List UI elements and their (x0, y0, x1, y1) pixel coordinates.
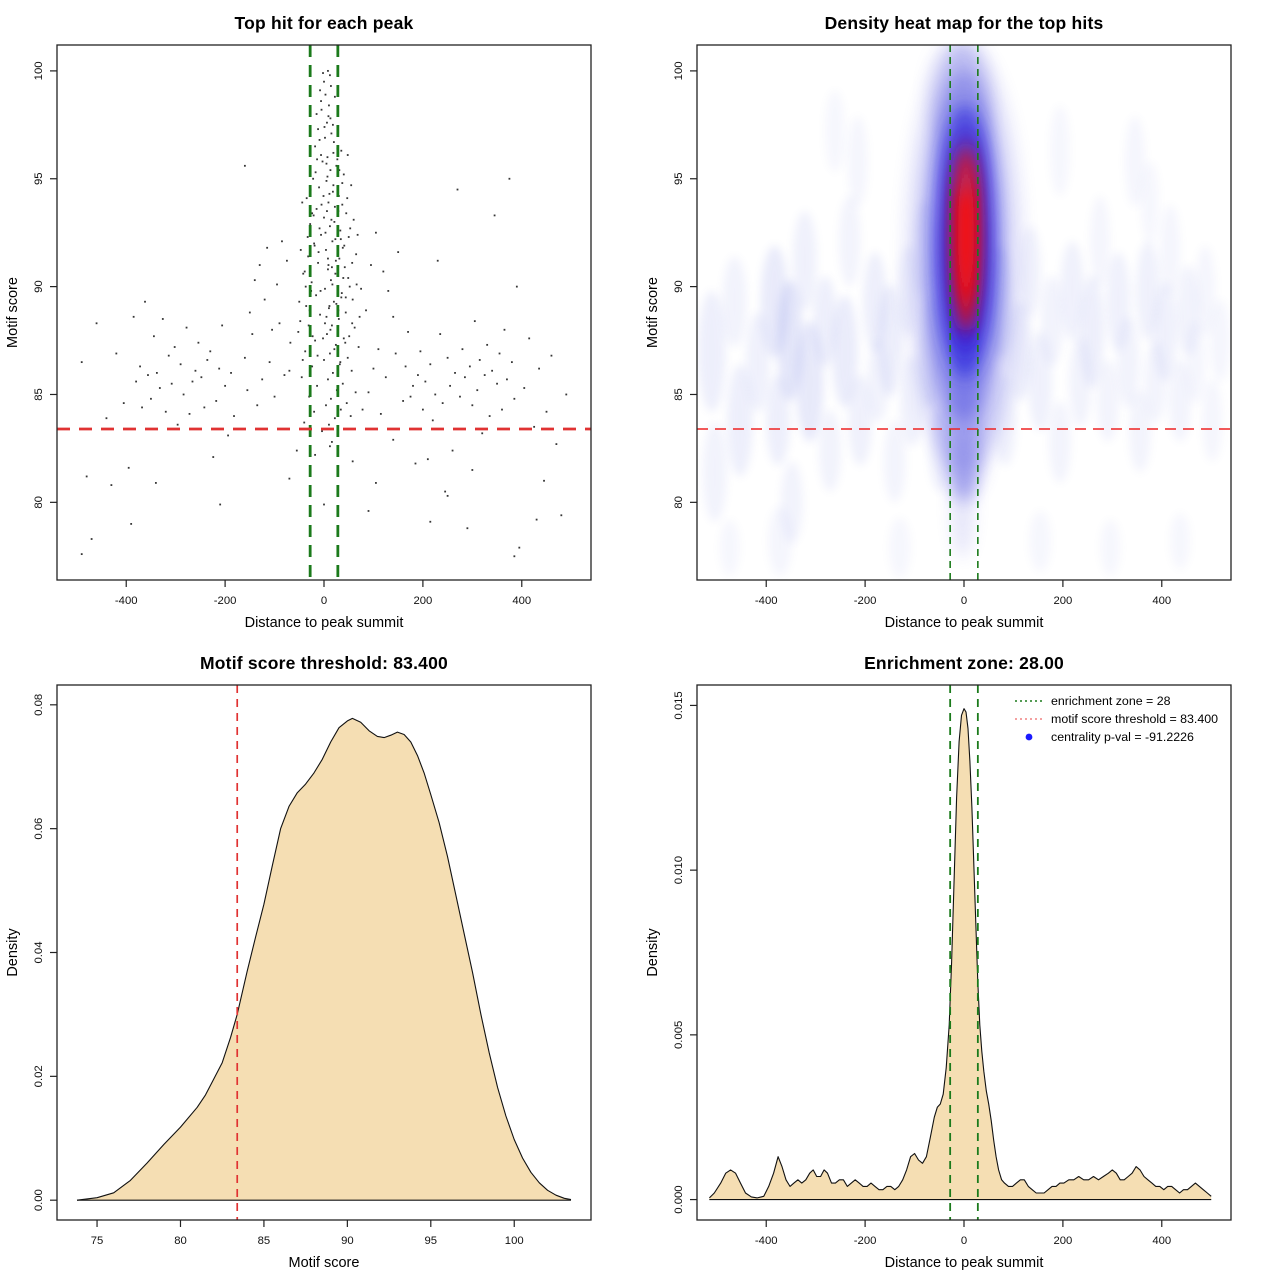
svg-text:0.005: 0.005 (673, 1021, 685, 1049)
svg-text:400: 400 (1152, 595, 1171, 607)
svg-text:200: 200 (1053, 1235, 1072, 1247)
svg-text:80: 80 (673, 496, 685, 509)
svg-text:Distance to peak summit: Distance to peak summit (245, 615, 404, 631)
svg-text:0: 0 (961, 595, 967, 607)
distance-density-panel: Enrichment zone: 28.00 -400 -200 0 200 400 0.… (640, 640, 1280, 1280)
svg-text:95: 95 (673, 172, 685, 185)
svg-text:90: 90 (341, 1235, 354, 1247)
top-hit-scatter-chart: -400 -200 0 200 400 80 85 90 95 100 Distance to pe… (5, 44, 592, 631)
svg-text:Motif score: Motif score (5, 277, 21, 348)
svg-text:0.02: 0.02 (33, 1065, 45, 1087)
svg-text:100: 100 (33, 61, 45, 80)
svg-text:Motif score: Motif score (645, 277, 661, 348)
svg-text:0.010: 0.010 (673, 856, 685, 884)
svg-text:75: 75 (91, 1235, 104, 1247)
svg-text:0.06: 0.06 (33, 818, 45, 840)
svg-text:centrality p-val = -91.2226: centrality p-val = -91.2226 (1051, 730, 1194, 744)
svg-text:400: 400 (1152, 1235, 1171, 1247)
score-density-title: Motif score threshold: 83.400 (200, 653, 448, 673)
svg-text:0: 0 (321, 595, 327, 607)
svg-text:100: 100 (673, 61, 685, 80)
svg-text:400: 400 (512, 595, 531, 607)
svg-text:95: 95 (425, 1235, 438, 1247)
svg-text:Distance to peak summit: Distance to peak summit (885, 615, 1044, 631)
svg-text:90: 90 (673, 280, 685, 293)
svg-text:-400: -400 (755, 1235, 778, 1247)
svg-text:enrichment zone = 28: enrichment zone = 28 (1051, 694, 1171, 708)
svg-text:-400: -400 (115, 595, 138, 607)
svg-text:85: 85 (258, 1235, 271, 1247)
svg-text:100: 100 (505, 1235, 524, 1247)
scatter-panel: Top hit for each peak -400 -200 0 200 400 80 8… (0, 0, 640, 640)
svg-text:0.00: 0.00 (33, 1189, 45, 1211)
svg-text:-200: -200 (854, 595, 877, 607)
heatmap-panel: Density heat map for the top hits -400 -2… (640, 0, 1280, 640)
svg-text:0.000: 0.000 (673, 1185, 685, 1213)
svg-text:Density: Density (5, 928, 21, 977)
svg-text:95: 95 (33, 172, 45, 185)
score-density-panel: Motif score threshold: 83.400 75 80 85 90 95… (0, 640, 640, 1280)
svg-text:90: 90 (33, 280, 45, 293)
svg-text:0.015: 0.015 (673, 691, 685, 719)
svg-text:Motif score: Motif score (289, 1255, 360, 1271)
svg-text:0.08: 0.08 (33, 694, 45, 716)
svg-text:200: 200 (413, 595, 432, 607)
svg-text:200: 200 (1053, 595, 1072, 607)
density-heatmap-chart: -400 -200 0 200 400 80 85 90 95 100 Distance to pe… (645, 44, 1232, 631)
heatmap-title: Density heat map for the top hits (824, 13, 1104, 33)
svg-text:-200: -200 (854, 1235, 877, 1247)
svg-text:80: 80 (33, 496, 45, 509)
scatter-title: Top hit for each peak (234, 13, 414, 33)
svg-text:80: 80 (174, 1235, 187, 1247)
distance-density-title: Enrichment zone: 28.00 (864, 653, 1064, 673)
svg-text:-200: -200 (214, 595, 237, 607)
svg-text:motif score threshold = 83.400: motif score threshold = 83.400 (1051, 712, 1218, 726)
svg-text:Distance to peak summit: Distance to peak summit (885, 1255, 1044, 1271)
svg-text:85: 85 (673, 388, 685, 401)
enrichment-zone-density-chart: -400 -200 0 200 400 0.000 0.005 0.010 0.015 Dista… (645, 684, 1232, 1271)
svg-text:85: 85 (33, 388, 45, 401)
svg-text:-400: -400 (755, 595, 778, 607)
svg-text:Density: Density (645, 928, 661, 977)
motif-score-density-chart: 75 80 85 90 95 100 0.00 0.02 0.04 0.06 0.08 Motif s… (5, 684, 592, 1271)
svg-text:0: 0 (961, 1235, 967, 1247)
svg-text:0.04: 0.04 (33, 942, 45, 964)
